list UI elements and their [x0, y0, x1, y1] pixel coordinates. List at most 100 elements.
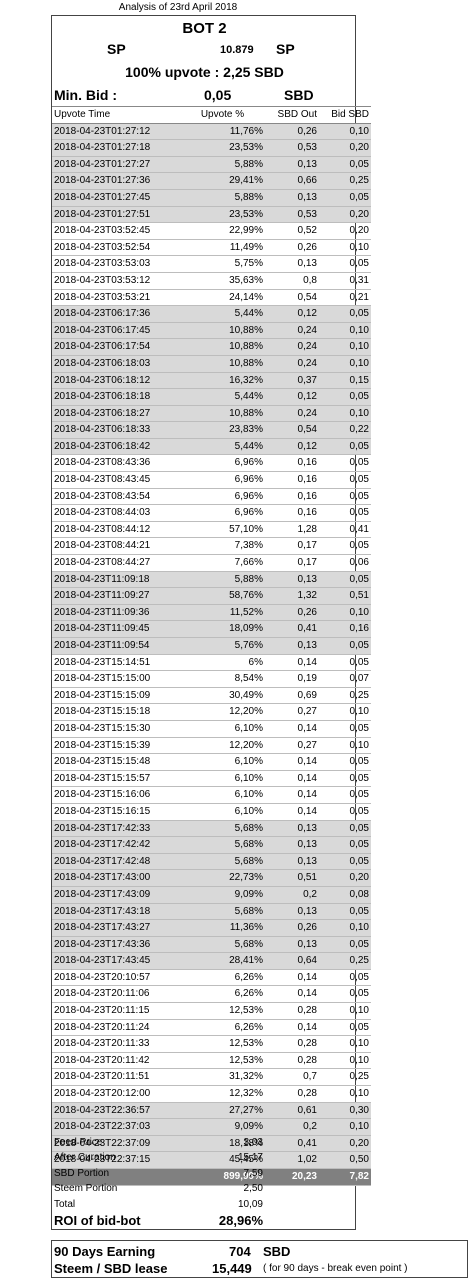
sbd-out-cell: 0,61	[265, 1102, 319, 1120]
bid-sbd-cell: 0,05	[319, 786, 371, 804]
upvote-time-cell: 2018-04-23T06:18:03	[52, 355, 180, 373]
lease-note: ( for 90 days - break even point )	[263, 1263, 408, 1274]
upvote-pct-cell: 22,99%	[180, 222, 265, 240]
upvote-pct-cell: 10,88%	[180, 405, 265, 423]
bid-sbd-cell: 0,10	[319, 1085, 371, 1103]
upvote-pct-cell: 23,83%	[180, 421, 265, 439]
bid-sbd-cell: 0,10	[319, 322, 371, 340]
bid-sbd-cell: 0,25	[319, 1068, 371, 1087]
earnings-box: 90 Days Earning 704 SBD Steem / SBD leas…	[51, 1240, 468, 1278]
table-row: 2018-04-23T06:17:45 10,88% 0,24 0,10	[52, 322, 371, 340]
sbd-out-cell: 0,54	[265, 421, 319, 439]
table-row: 2018-04-23T08:43:36 6,96% 0,16 0,05	[52, 454, 371, 473]
table-row: 2018-04-23T08:44:21 7,38% 0,17 0,05	[52, 537, 371, 556]
bid-sbd-cell: 0,25	[319, 952, 371, 970]
bid-sbd-cell: 0,05	[319, 571, 371, 589]
bid-sbd-cell: 0,21	[319, 289, 371, 307]
upvote-pct-cell: 12,20%	[180, 737, 265, 755]
upvote-time-cell: 2018-04-23T20:12:00	[52, 1085, 180, 1103]
upvote-time-cell: 2018-04-23T17:43:27	[52, 919, 180, 937]
column-header: Bid SBD	[319, 106, 371, 124]
sbd-out-cell: 0,17	[265, 554, 319, 572]
table-row: 2018-04-23T03:53:03 5,75% 0,13 0,05	[52, 255, 371, 273]
bid-sbd-cell: 0,20	[319, 206, 371, 224]
bid-sbd-cell: 0,10	[319, 1118, 371, 1136]
sbd-out-cell: 0,13	[265, 853, 319, 871]
bid-sbd-cell: 0,05	[319, 654, 371, 672]
upvote-time-cell: 2018-04-23T20:10:57	[52, 969, 180, 987]
table-row: 2018-04-23T17:43:45 28,41% 0,64 0,25	[52, 952, 371, 970]
roi-value: 28,96%	[218, 1213, 263, 1229]
bid-sbd-cell: 0,20	[319, 1135, 371, 1153]
bid-sbd-cell: 0,16	[319, 620, 371, 638]
sbd-out-cell: 0,2	[265, 886, 319, 904]
sbd-out-cell: 0,64	[265, 952, 319, 970]
bid-sbd-cell: 0,10	[319, 123, 371, 141]
upvote-pct-cell: 5,88%	[180, 156, 265, 174]
table-row: 2018-04-23T17:43:27 11,36% 0,26 0,10	[52, 919, 371, 937]
sbd-out-cell: 0,37	[265, 372, 319, 390]
upvote-time-cell: 2018-04-23T08:43:36	[52, 454, 180, 473]
totals-label-cell	[52, 1168, 180, 1186]
upvote-time-cell: 2018-04-23T08:43:54	[52, 488, 180, 506]
upvote-pct-cell: 5,75%	[180, 255, 265, 273]
upvote-time-cell: 2018-04-23T15:15:09	[52, 687, 180, 705]
summary-row: SBD Portion 7,59	[52, 1166, 265, 1181]
table-row: 2018-04-23T06:18:33 23,83% 0,54 0,22	[52, 421, 371, 439]
upvote-pct-cell: 5,44%	[180, 438, 265, 456]
upvote-pct-cell: 18,09%	[180, 620, 265, 638]
upvote-pct-cell: 57,10%	[180, 521, 265, 539]
sbd-out-cell: 0,53	[265, 206, 319, 224]
column-header: SBD Out	[265, 106, 319, 124]
sbd-out-cell: 0,13	[265, 255, 319, 273]
summary-value: 10,09	[237, 1198, 263, 1210]
sbd-out-cell: 0,13	[265, 189, 319, 207]
table-row: 2018-04-23T15:15:39 12,20% 0,27 0,10	[52, 737, 371, 755]
upvote-pct-cell: 9,09%	[180, 886, 265, 904]
sbd-out-cell: 0,13	[265, 571, 319, 589]
sbd-out-cell: 0,28	[265, 1052, 319, 1070]
upvote-pct-cell: 6,10%	[180, 803, 265, 821]
bid-sbd-cell: 0,05	[319, 504, 371, 522]
upvote-time-cell: 2018-04-23T11:09:54	[52, 637, 180, 655]
bid-sbd-cell: 0,25	[319, 687, 371, 705]
upvote-pct-cell: 29,41%	[180, 172, 265, 190]
upvote-time-cell: 2018-04-23T17:43:36	[52, 936, 180, 954]
table-row: 2018-04-23T17:42:33 5,68% 0,13 0,05	[52, 820, 371, 838]
bid-sbd-cell: 0,05	[319, 903, 371, 921]
sbd-out-cell: 0,41	[265, 620, 319, 638]
sbd-out-cell: 0,13	[265, 820, 319, 838]
sbd-out-cell: 0,28	[265, 1035, 319, 1053]
table-row: 2018-04-23T20:11:33 12,53% 0,28 0,10	[52, 1035, 371, 1053]
bid-sbd-cell: 0,30	[319, 1102, 371, 1120]
roi-row: ROI of bid-bot 28,96%	[52, 1212, 265, 1230]
upvote-pct-cell: 12,32%	[180, 1085, 265, 1103]
bid-sbd-cell: 0,06	[319, 554, 371, 572]
bid-sbd-cell: 0,05	[319, 388, 371, 406]
upvote-time-cell: 2018-04-23T15:15:48	[52, 753, 180, 771]
bid-sbd-cell: 0,05	[319, 255, 371, 273]
summary-row: Total 10,09	[52, 1197, 265, 1212]
page-title: Analysis of 23rd April 2018	[118, 2, 238, 13]
upvote-time-cell: 2018-04-23T20:11:24	[52, 1019, 180, 1037]
upvote-pct-cell: 8,54%	[180, 670, 265, 688]
upvote-pct-cell: 45,45%	[180, 1151, 265, 1169]
bid-sbd-cell: 0,22	[319, 421, 371, 439]
sbd-out-cell: 0,14	[265, 969, 319, 987]
sbd-out-cell: 0,7	[265, 1068, 319, 1087]
bid-sbd-cell: 0,05	[319, 753, 371, 771]
upvote-time-cell: 2018-04-23T20:11:42	[52, 1052, 180, 1070]
sbd-out-cell: 1,28	[265, 521, 319, 539]
summary-table: Feed Price 3,03 After Curation 15,17 SBD Por…	[52, 1135, 265, 1230]
upvote-pct-cell: 12,53%	[180, 1035, 265, 1053]
upvote-time-cell: 2018-04-23T03:53:21	[52, 289, 180, 307]
bid-sbd-cell: 0,05	[319, 969, 371, 987]
table-row: 2018-04-23T17:43:09 9,09% 0,2 0,08	[52, 886, 371, 904]
summary-label: Feed Price	[54, 1137, 103, 1148]
sbd-out-cell: 0,14	[265, 720, 319, 738]
bid-sbd-cell: 0,05	[319, 438, 371, 456]
bid-sbd-cell: 0,10	[319, 604, 371, 622]
table-row: 2018-04-23T20:11:24 6,26% 0,14 0,05	[52, 1019, 371, 1037]
table-row: 2018-04-23T15:15:18 12,20% 0,27 0,10	[52, 703, 371, 721]
bid-sbd-cell: 0,20	[319, 222, 371, 240]
